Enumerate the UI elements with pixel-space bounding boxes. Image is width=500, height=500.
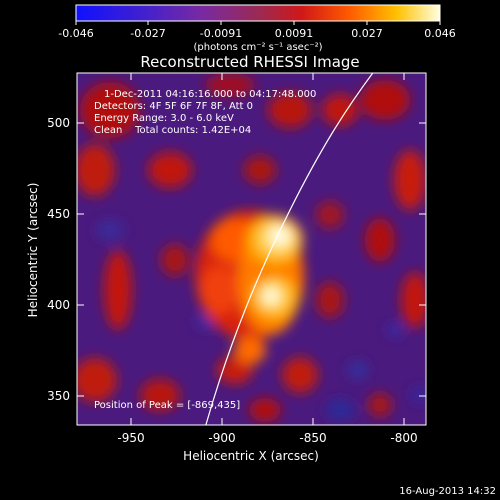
energy-range-text: Energy Range: 3.0 - 6.0 keV xyxy=(94,113,234,124)
x-axis: -950 -900 -850 -800 Heliocentric X (arcs… xyxy=(117,73,418,463)
clean-counts-text: Clean Total counts: 1.42E+04 xyxy=(94,125,251,136)
colorbar-tick-label: 0.027 xyxy=(351,27,383,40)
colorbar-tick-label: 0.046 xyxy=(424,27,456,40)
plot-frame xyxy=(76,72,427,426)
colorbar-tick-label: -0.027 xyxy=(130,27,165,40)
y-tick-label: 400 xyxy=(47,298,70,312)
y-axis-label: Heliocentric Y (arcsec) xyxy=(26,183,40,318)
y-tick-label: 500 xyxy=(47,116,70,130)
y-tick-label: 350 xyxy=(47,389,70,403)
x-tick-label: -850 xyxy=(299,431,326,445)
colorbar: -0.046 -0.027 -0.0091 0.0091 0.027 0.046… xyxy=(58,4,456,53)
y-tick-label: 450 xyxy=(47,207,70,221)
plot-title: Reconstructed RHESSI Image xyxy=(140,53,359,71)
image-panel xyxy=(77,73,426,425)
y-axis: 350 400 450 500 Heliocentric Y (arcsec) xyxy=(26,116,426,403)
colorbar-tick-label: -0.046 xyxy=(58,27,93,40)
x-tick-label: -800 xyxy=(390,431,417,445)
x-tick-label: -950 xyxy=(117,431,144,445)
colorbar-ticks xyxy=(75,21,441,25)
detectors-text: Detectors: 4F 5F 6F 7F 8F, Att 0 xyxy=(94,101,253,112)
colorbar-gradient xyxy=(75,4,441,22)
footer-timestamp: 16-Aug-2013 14:32 xyxy=(399,486,496,497)
colorbar-tick-label: 0.0091 xyxy=(275,27,314,40)
peak-position-text: Position of Peak = [-869,435] xyxy=(94,400,240,411)
x-axis-label: Heliocentric X (arcsec) xyxy=(183,449,319,463)
emission-map xyxy=(77,73,426,422)
annotations: 1-Dec-2011 04:16:16.000 to 04:17:48.000 … xyxy=(94,89,316,411)
colorbar-units: (photons cm⁻² s⁻¹ asec⁻²) xyxy=(193,42,322,53)
colorbar-tick-label: -0.0091 xyxy=(200,27,242,40)
time-range-text: 1-Dec-2011 04:16:16.000 to 04:17:48.000 xyxy=(104,89,316,100)
solar-limb-curve xyxy=(205,73,374,425)
x-tick-label: -900 xyxy=(208,431,235,445)
